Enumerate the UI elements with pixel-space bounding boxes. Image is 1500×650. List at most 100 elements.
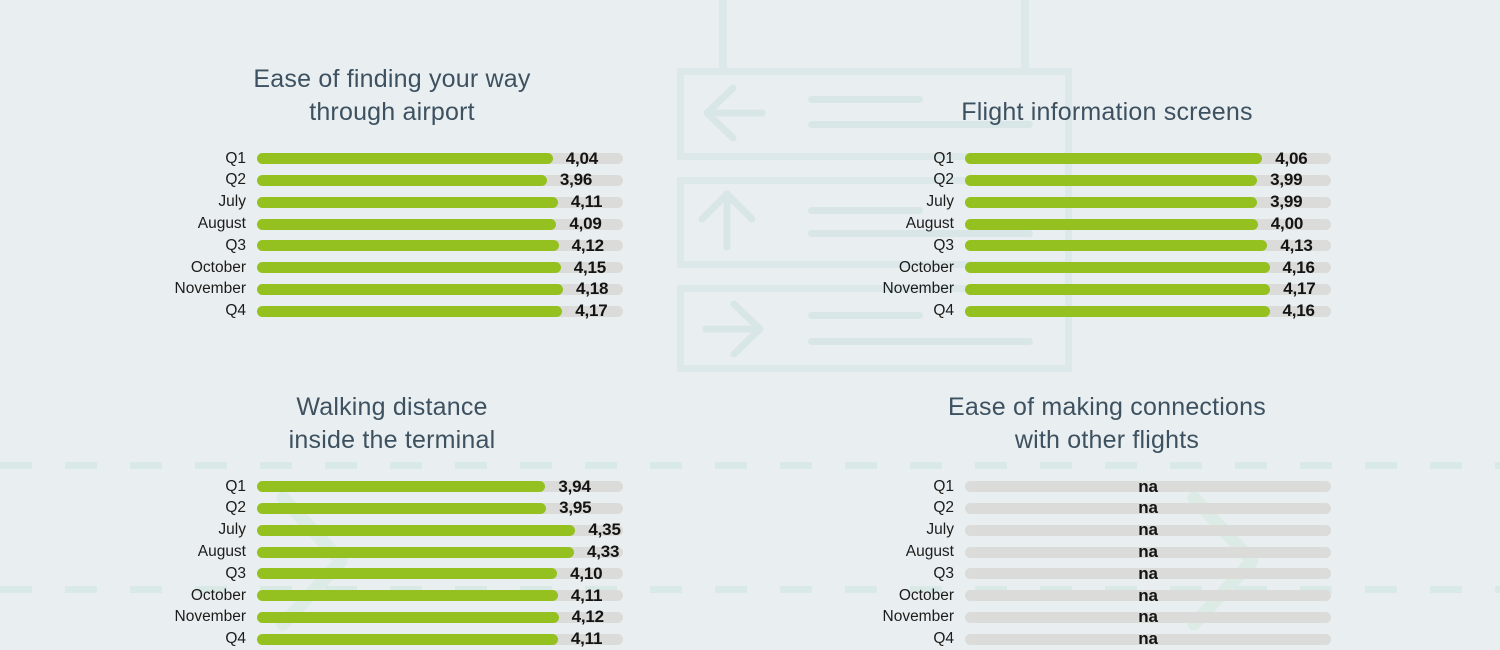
category-label: October	[898, 258, 954, 276]
bar-fill	[257, 153, 553, 165]
category-label: Q2	[933, 499, 954, 517]
bar-track: 4,13	[965, 237, 1331, 254]
bar-fill	[257, 590, 558, 602]
bar-row: Q1 na	[835, 476, 1335, 498]
sign-text-line	[808, 338, 1033, 345]
bar-row: July 4,35	[127, 519, 627, 541]
bar-fill	[257, 196, 558, 208]
bar-row: July 3,99	[835, 191, 1335, 213]
bar-row: October 4,16	[835, 257, 1335, 279]
bar-track: 4,11	[257, 193, 623, 210]
value-label: 4,12	[571, 235, 604, 255]
category-label: July	[218, 193, 246, 211]
category-label: Q1	[933, 477, 954, 495]
value-label: 4,11	[570, 192, 603, 212]
category-label: October	[190, 258, 246, 276]
value-label: 4,17	[575, 301, 608, 321]
bar-row: November na	[835, 607, 1335, 629]
category-label: Q3	[225, 236, 246, 254]
value-label: na	[1138, 607, 1158, 627]
bar-fill	[965, 305, 1270, 317]
category-label: November	[882, 608, 955, 626]
bar-fill	[965, 174, 1258, 186]
value-label: na	[1138, 498, 1158, 518]
bar-fill	[257, 611, 559, 623]
bar-row: Q2 na	[835, 498, 1335, 520]
bar-track: na	[965, 608, 1331, 625]
bar-track: na	[965, 565, 1331, 582]
bar-track: na	[965, 586, 1331, 603]
category-label: November	[174, 608, 247, 626]
bar-track: 4,04	[257, 149, 623, 166]
bar-fill	[257, 524, 576, 536]
bar-row: November 4,18	[127, 279, 627, 301]
bar-row: October 4,15	[127, 257, 627, 279]
chart-rows: Q1 4,06 Q2 3,99 July 3,99 August 4,00 Q3 4,13 Octo…	[835, 148, 1335, 322]
chart-walking-distance: Walking distance inside the terminal Q1 3,…	[127, 368, 627, 650]
bar-fill	[257, 546, 574, 558]
chart-title: Walking distance inside the terminal	[127, 389, 627, 457]
value-label: 3,96	[559, 170, 593, 190]
category-label: July	[218, 521, 246, 539]
bar-row: Q3 4,10	[127, 563, 627, 585]
category-label: August	[905, 215, 954, 233]
bar-track: 4,11	[257, 630, 623, 647]
chart-title: Flight information screens	[835, 61, 1335, 129]
category-label: July	[926, 521, 954, 539]
bar-fill	[257, 218, 557, 230]
bar-track: 4,10	[257, 565, 623, 582]
bar-row: Q3 4,13	[835, 235, 1335, 257]
bar-track: 4,16	[965, 258, 1331, 275]
chart-rows: Q1 na Q2 na July na August na Q3 na October na Novem…	[835, 476, 1335, 650]
category-label: Q2	[225, 499, 246, 517]
category-label: August	[197, 215, 246, 233]
category-label: Q3	[933, 236, 954, 254]
bar-track: 4,17	[965, 280, 1331, 297]
category-label: Q3	[933, 564, 954, 582]
bar-fill	[965, 283, 1271, 295]
bar-fill	[257, 481, 546, 493]
bar-row: August 4,00	[835, 213, 1335, 235]
bar-track: 3,96	[257, 171, 623, 188]
bar-fill	[257, 174, 547, 186]
bar-row: November 4,17	[835, 279, 1335, 301]
arrow-up-icon	[698, 190, 756, 251]
bar-row: Q1 3,94	[127, 476, 627, 498]
bar-row: August 4,09	[127, 213, 627, 235]
bar-fill	[257, 633, 558, 645]
value-label: 4,18	[575, 279, 609, 299]
bar-track: 3,95	[257, 499, 623, 516]
value-label: 4,35	[588, 520, 621, 540]
value-label: 3,99	[1270, 192, 1303, 212]
chart-title: Ease of making connections with other fli…	[835, 389, 1335, 457]
bar-track: 4,12	[257, 235, 623, 255]
chart-title-line: inside the terminal	[288, 425, 496, 454]
bar-fill	[257, 305, 563, 317]
category-label: November	[174, 280, 247, 298]
bar-row: Q1 4,04	[127, 148, 627, 170]
chart-rows: Q1 3,94 Q2 3,95 July 4,35 August 4,33 Q3 4,10 Octo…	[127, 476, 627, 650]
bar-row: Q2 3,99	[835, 170, 1335, 192]
category-label: October	[190, 586, 246, 604]
value-label: 3,94	[558, 476, 591, 496]
category-label: Q4	[225, 302, 246, 320]
bar-fill	[965, 240, 1268, 252]
bar-fill	[965, 262, 1270, 274]
category-label: Q2	[225, 171, 246, 189]
chart-title-line: Ease of making connections	[948, 392, 1266, 421]
chart-flight-info-screens: Flight information screens Q1 4,06 Q2 3,99 J…	[835, 40, 1335, 322]
value-label: na	[1138, 541, 1158, 561]
value-label: 4,16	[1282, 301, 1315, 321]
sign-ceiling-post-left	[719, 0, 727, 68]
bar-track: 3,94	[257, 477, 623, 494]
chart-title-line: with other flights	[1014, 425, 1200, 454]
bar-track: 4,12	[257, 608, 623, 625]
bar-fill	[257, 240, 559, 252]
bar-row: Q2 3,95	[127, 498, 627, 520]
category-label: Q2	[933, 171, 954, 189]
bar-track: 4,17	[257, 302, 623, 319]
bar-track: 4,15	[257, 258, 623, 275]
bar-track: 4,18	[257, 280, 623, 297]
chart-making-connections: Ease of making connections with other fli…	[835, 368, 1335, 650]
bar-row: Q4 4,17	[127, 300, 627, 322]
